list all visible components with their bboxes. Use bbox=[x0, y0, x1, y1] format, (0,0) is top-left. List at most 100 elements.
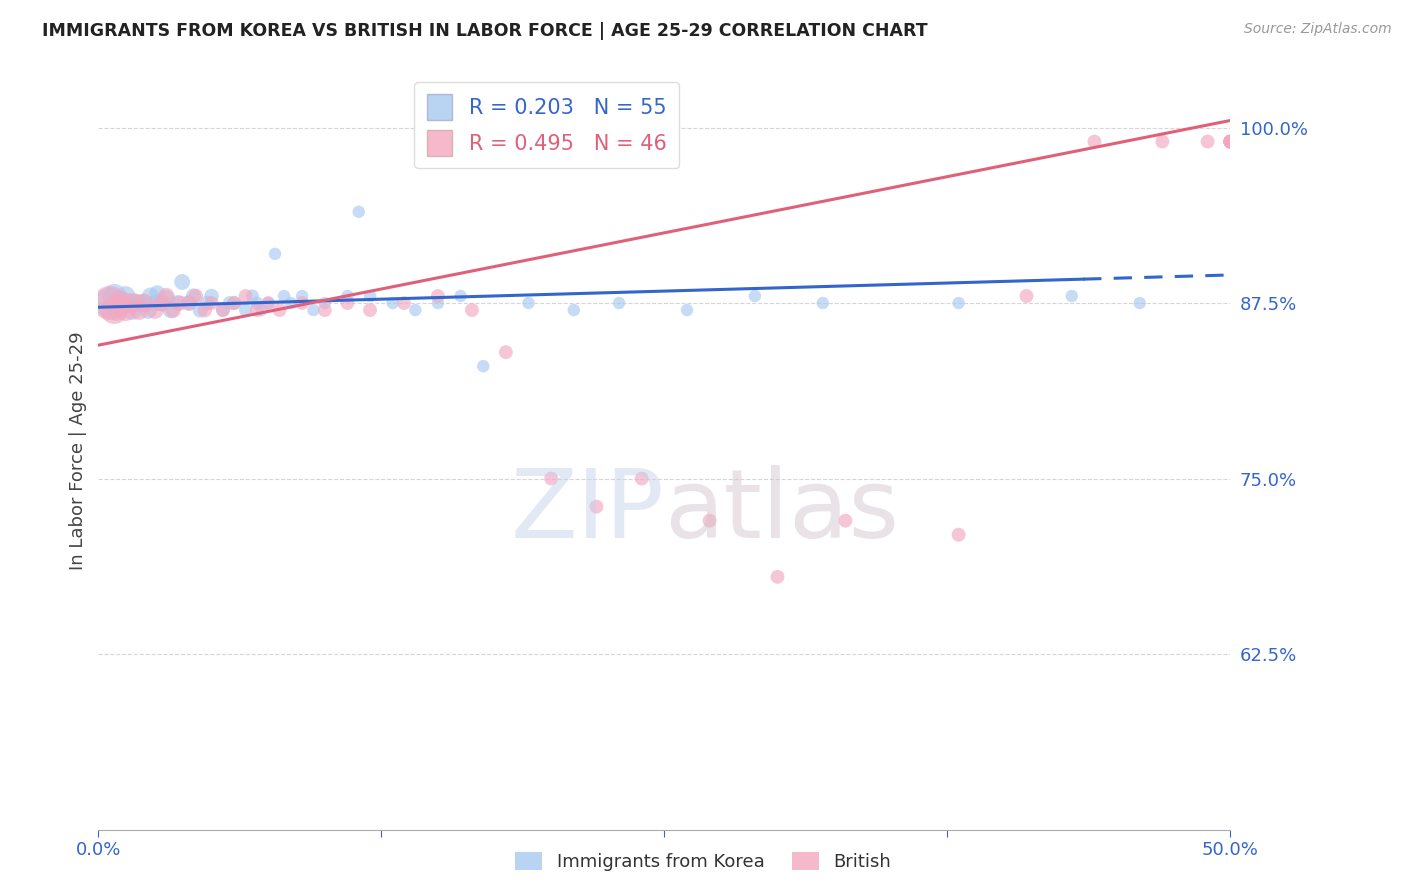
Point bbox=[347, 204, 370, 219]
Point bbox=[1219, 135, 1241, 149]
Point bbox=[121, 303, 143, 318]
Point bbox=[291, 296, 314, 310]
Point bbox=[1197, 135, 1219, 149]
Point bbox=[302, 303, 325, 318]
Point bbox=[246, 303, 269, 318]
Legend: R = 0.203   N = 55, R = 0.495   N = 46: R = 0.203 N = 55, R = 0.495 N = 46 bbox=[415, 82, 679, 168]
Point bbox=[121, 296, 143, 310]
Point bbox=[128, 303, 150, 318]
Point bbox=[240, 289, 263, 303]
Point bbox=[183, 289, 205, 303]
Point bbox=[676, 303, 699, 318]
Point bbox=[1060, 289, 1083, 303]
Point bbox=[246, 296, 269, 310]
Point bbox=[224, 296, 246, 310]
Point bbox=[124, 296, 146, 310]
Point bbox=[495, 345, 517, 359]
Point bbox=[1152, 135, 1174, 149]
Text: atlas: atlas bbox=[665, 465, 900, 558]
Point bbox=[562, 303, 585, 318]
Point bbox=[314, 296, 336, 310]
Point bbox=[155, 289, 177, 303]
Point bbox=[948, 527, 970, 541]
Point bbox=[948, 296, 970, 310]
Point bbox=[150, 296, 173, 310]
Point bbox=[218, 296, 240, 310]
Point bbox=[257, 296, 280, 310]
Point bbox=[105, 303, 128, 318]
Point bbox=[269, 303, 291, 318]
Point bbox=[834, 514, 856, 528]
Point bbox=[336, 289, 359, 303]
Point bbox=[139, 289, 162, 303]
Point bbox=[235, 303, 257, 318]
Point bbox=[291, 289, 314, 303]
Point bbox=[150, 296, 173, 310]
Point bbox=[699, 514, 721, 528]
Point bbox=[257, 296, 280, 310]
Point bbox=[114, 303, 136, 318]
Point bbox=[136, 303, 159, 318]
Point bbox=[188, 303, 211, 318]
Point bbox=[1219, 135, 1241, 149]
Point bbox=[1129, 296, 1152, 310]
Point bbox=[280, 296, 302, 310]
Point bbox=[630, 471, 652, 485]
Point bbox=[103, 289, 125, 303]
Text: Source: ZipAtlas.com: Source: ZipAtlas.com bbox=[1244, 22, 1392, 37]
Point bbox=[1219, 135, 1241, 149]
Point bbox=[103, 303, 125, 318]
Point bbox=[336, 296, 359, 310]
Point bbox=[98, 296, 121, 310]
Point bbox=[143, 303, 166, 318]
Point bbox=[184, 289, 207, 303]
Point bbox=[517, 296, 540, 310]
Point bbox=[359, 303, 381, 318]
Point bbox=[540, 471, 562, 485]
Point bbox=[250, 303, 273, 318]
Point bbox=[381, 296, 404, 310]
Point bbox=[264, 247, 287, 261]
Point bbox=[143, 296, 166, 310]
Point bbox=[128, 296, 150, 310]
Point bbox=[132, 296, 155, 310]
Point bbox=[155, 292, 177, 306]
Point bbox=[235, 289, 257, 303]
Point bbox=[404, 303, 426, 318]
Point bbox=[212, 303, 235, 318]
Point bbox=[1015, 289, 1038, 303]
Point bbox=[427, 296, 450, 310]
Text: ZIP: ZIP bbox=[510, 465, 665, 558]
Point bbox=[811, 296, 834, 310]
Point bbox=[98, 296, 121, 310]
Point bbox=[201, 289, 224, 303]
Y-axis label: In Labor Force | Age 25-29: In Labor Force | Age 25-29 bbox=[69, 331, 87, 570]
Point bbox=[169, 296, 191, 310]
Point bbox=[314, 303, 336, 318]
Point bbox=[194, 303, 217, 318]
Point bbox=[450, 289, 472, 303]
Point bbox=[146, 286, 169, 301]
Point bbox=[117, 296, 139, 310]
Point bbox=[744, 289, 766, 303]
Legend: Immigrants from Korea, British: Immigrants from Korea, British bbox=[508, 845, 898, 879]
Point bbox=[172, 275, 194, 289]
Point bbox=[359, 289, 381, 303]
Point bbox=[177, 296, 200, 310]
Point bbox=[392, 296, 415, 310]
Point bbox=[110, 296, 132, 310]
Point bbox=[766, 570, 789, 584]
Point bbox=[1219, 135, 1241, 149]
Point bbox=[273, 289, 295, 303]
Point bbox=[195, 296, 218, 310]
Point bbox=[160, 303, 183, 318]
Text: IMMIGRANTS FROM KOREA VS BRITISH IN LABOR FORCE | AGE 25-29 CORRELATION CHART: IMMIGRANTS FROM KOREA VS BRITISH IN LABO… bbox=[42, 22, 928, 40]
Point bbox=[461, 303, 484, 318]
Point bbox=[427, 289, 450, 303]
Point bbox=[162, 303, 184, 318]
Point bbox=[114, 289, 136, 303]
Point bbox=[110, 296, 132, 310]
Point bbox=[166, 296, 188, 310]
Point bbox=[1219, 135, 1241, 149]
Point bbox=[1083, 135, 1105, 149]
